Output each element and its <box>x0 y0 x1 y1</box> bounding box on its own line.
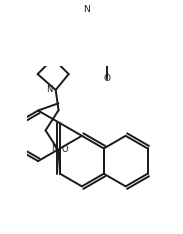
Text: O: O <box>61 145 68 154</box>
Text: O: O <box>103 74 110 83</box>
Text: N: N <box>51 144 57 153</box>
Text: N: N <box>83 5 90 14</box>
Text: N: N <box>46 85 53 95</box>
